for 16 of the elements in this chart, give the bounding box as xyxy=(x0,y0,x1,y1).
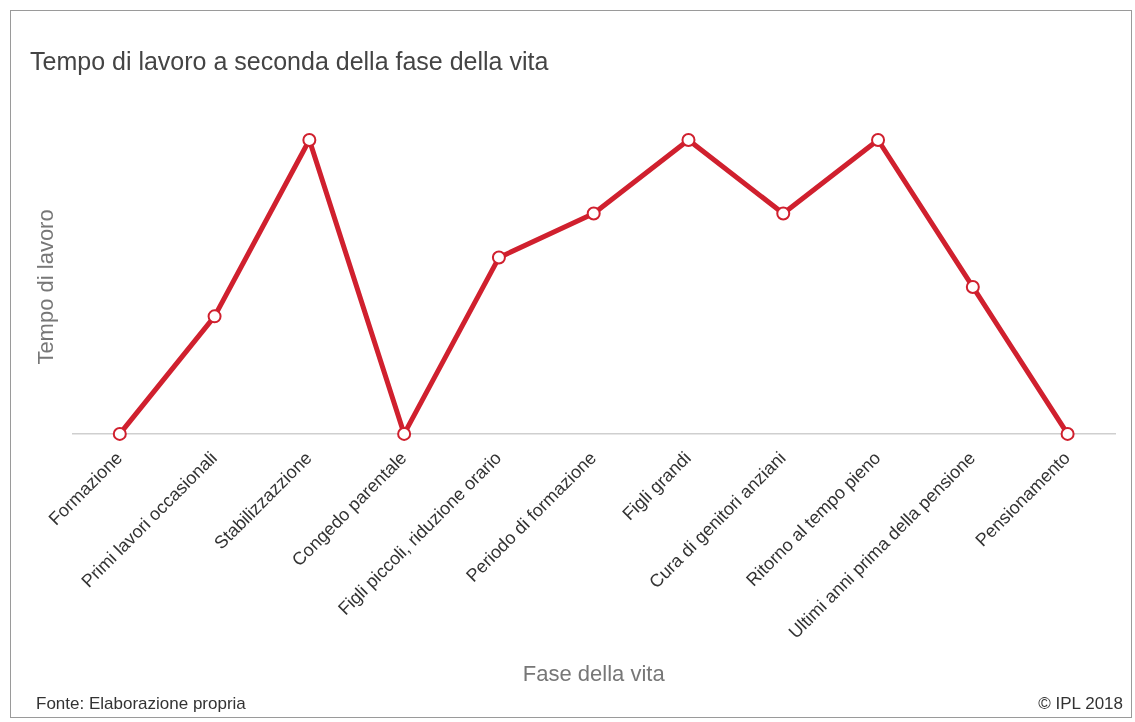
y-axis-title: Tempo di lavoro xyxy=(33,209,59,365)
x-axis-title: Fase della vita xyxy=(522,660,666,686)
text: © IPL 2018 xyxy=(1038,694,1123,714)
point xyxy=(302,133,317,147)
source-note: Fonte: Elaborazione propria xyxy=(36,694,246,714)
point xyxy=(397,426,412,441)
point xyxy=(776,206,791,221)
point xyxy=(1060,426,1075,441)
point xyxy=(681,133,696,147)
point xyxy=(586,206,601,221)
point xyxy=(871,133,886,147)
point xyxy=(491,250,506,265)
point xyxy=(965,279,980,294)
point xyxy=(207,309,222,324)
chart-title: Tempo di lavoro a seconda della fase della vita xyxy=(30,46,549,75)
point xyxy=(112,426,127,441)
